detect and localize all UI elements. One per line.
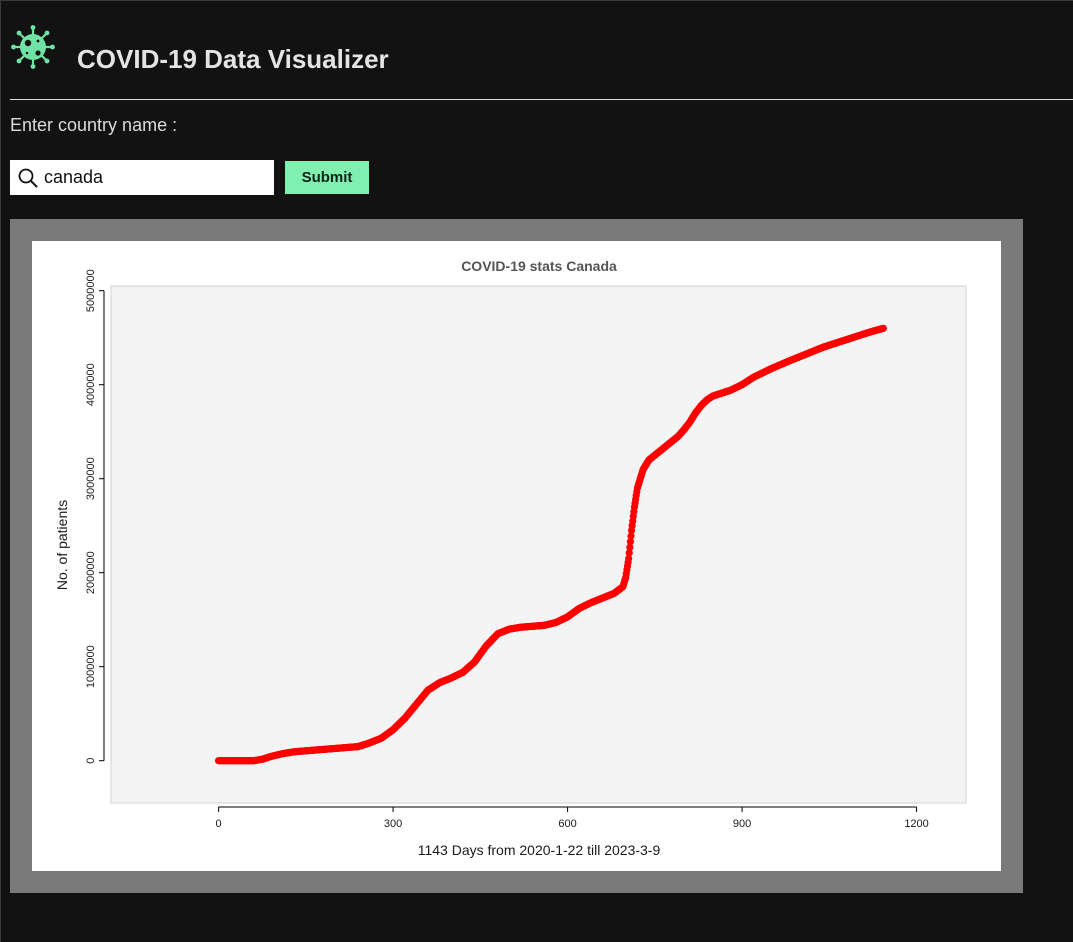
- x-tick-label: 600: [558, 818, 576, 830]
- search-icon: [18, 168, 38, 188]
- data-point: [879, 324, 888, 332]
- x-tick-label: 300: [384, 818, 402, 830]
- y-tick-label: 0: [85, 758, 97, 764]
- virus-icon: [11, 25, 55, 69]
- x-tick-label: 0: [216, 818, 222, 830]
- country-prompt-label: Enter country name :: [10, 115, 178, 135]
- plot-card: COVID-19 stats Canada 1143 Days from 202…: [32, 241, 1001, 871]
- window-border-top: [0, 0, 1073, 1]
- y-axis-label: No. of patients: [54, 500, 70, 590]
- data-point: [626, 538, 635, 546]
- chart-title: COVID-19 stats Canada: [461, 258, 617, 274]
- window-border-left: [0, 0, 1, 942]
- covid-chart: COVID-19 stats Canada 1143 Days from 202…: [54, 258, 967, 858]
- y-tick-label: 4000000: [85, 363, 97, 406]
- y-tick-label: 5000000: [85, 269, 97, 312]
- search-box[interactable]: [10, 160, 274, 195]
- country-input[interactable]: [44, 160, 270, 195]
- plot-container: COVID-19 stats Canada 1143 Days from 202…: [10, 219, 1023, 893]
- submit-button[interactable]: Submit: [285, 161, 369, 194]
- data-point: [625, 549, 633, 557]
- y-tick-label: 1000000: [85, 645, 97, 688]
- plot-panel-background: [110, 285, 967, 804]
- header-divider: [10, 99, 1073, 100]
- data-points: [215, 324, 888, 765]
- data-point: [626, 543, 634, 551]
- app-header: COVID-19 Data Visualizer: [10, 22, 1073, 98]
- data-point: [625, 555, 633, 563]
- axes: 0 300 600 900 1200 0 1000000 2000000 3000000 4000…: [85, 269, 929, 830]
- page-title: COVID-19 Data Visualizer: [77, 44, 389, 74]
- x-tick-label: 900: [733, 818, 751, 830]
- y-tick-label: 2000000: [85, 551, 97, 594]
- y-tick-label: 3000000: [85, 457, 97, 500]
- x-tick-label: 1200: [904, 818, 928, 830]
- data-point: [627, 532, 635, 540]
- x-axis-label: 1143 Days from 2020-1-22 till 2023-3-9: [418, 842, 661, 858]
